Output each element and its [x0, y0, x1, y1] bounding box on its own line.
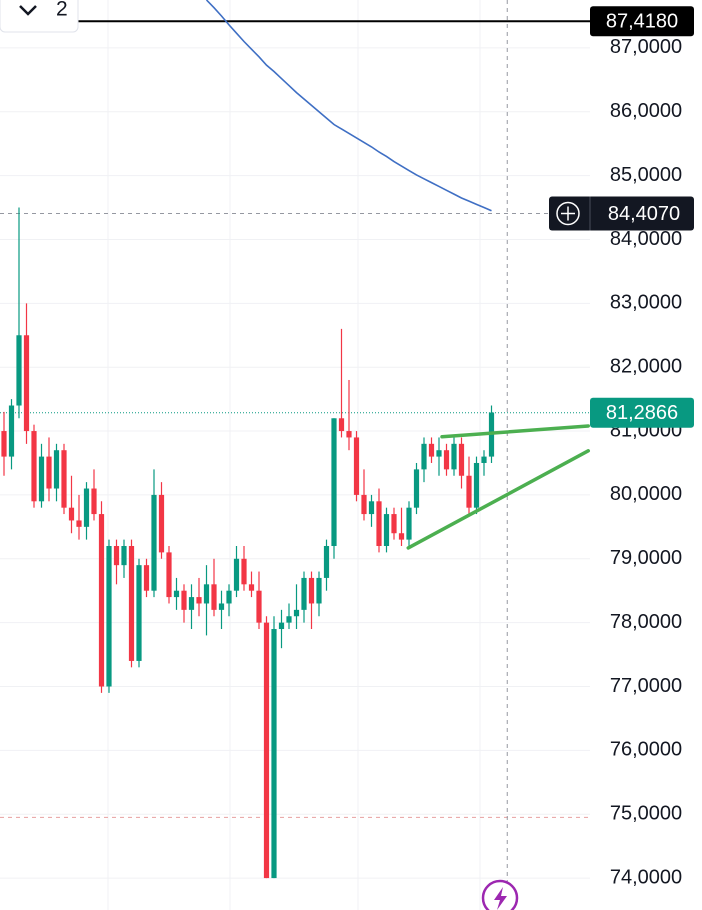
candle-body: [218, 603, 225, 610]
candle-body: [76, 520, 82, 527]
y-tick-label: 77,0000: [610, 675, 682, 697]
candle-body: [308, 577, 315, 604]
interval-button[interactable]: 2: [0, 0, 79, 33]
y-tick-label: 80,0000: [610, 483, 682, 505]
y-tick-label: 85,0000: [610, 164, 682, 186]
candle-body: [451, 443, 457, 470]
price-tag-label: 81,2866: [606, 402, 678, 424]
candle-body: [271, 629, 277, 879]
candle-body: [203, 584, 210, 604]
candle-body: [256, 590, 262, 623]
candle-body: [46, 456, 52, 489]
price-tag: [590, 6, 694, 37]
candle-body: [293, 609, 300, 617]
crosshair-tag-label: 84,4070: [608, 203, 680, 225]
candle-body: [211, 584, 217, 610]
candle-body: [8, 405, 15, 457]
candle-body: [383, 514, 390, 546]
candle-body: [173, 590, 180, 598]
y-tick-label: 78,0000: [610, 611, 682, 633]
candle-body: [278, 622, 285, 630]
moving-average-line: [205, 0, 492, 212]
candle-body: [398, 533, 405, 540]
candle-body: [61, 450, 67, 508]
candle-body: [301, 577, 307, 610]
y-tick-label: 86,0000: [610, 100, 682, 122]
y-tick-label: 84,0000: [610, 228, 682, 250]
candle-body: [376, 501, 382, 546]
candle-body: [391, 514, 397, 534]
candle-body: [481, 456, 487, 463]
candle-body: [443, 450, 450, 470]
candle-body: [331, 418, 337, 546]
plus-icon: [556, 201, 580, 226]
plus-sign: [561, 206, 575, 221]
candle-body: [466, 475, 472, 508]
y-tick-label: 76,0000: [610, 739, 682, 761]
candle-body: [23, 335, 30, 432]
y-tick-label: 75,0000: [610, 802, 682, 824]
candle-body: [421, 443, 427, 470]
candle-body: [428, 443, 435, 457]
candle-body: [413, 469, 420, 508]
candle-body: [473, 462, 480, 508]
candle-body: [16, 335, 22, 406]
candle-body: [38, 456, 45, 502]
price-tag: [590, 397, 694, 428]
bolt: [494, 887, 507, 910]
interval-label: 2: [56, 0, 68, 21]
candle-body: [188, 597, 195, 610]
candle-body: [143, 565, 150, 591]
candle-body: [121, 546, 127, 566]
candle-body: [323, 546, 330, 578]
candle-body: [406, 507, 412, 540]
candle-body: [286, 616, 292, 623]
chevron-icon: [19, 5, 37, 16]
trendline: [440, 424, 590, 439]
trendline: [406, 449, 590, 550]
candle-body: [31, 431, 37, 502]
candle-body: [346, 431, 352, 438]
lightning-icon[interactable]: [481, 879, 519, 910]
candle-body: [226, 590, 232, 604]
candle-body: [91, 488, 97, 515]
y-tick-label: 82,0000: [610, 355, 682, 377]
candle-body: [181, 590, 187, 610]
crosshair-tag: [549, 196, 694, 231]
candle-body: [98, 514, 105, 687]
candle-body: [158, 494, 165, 553]
y-tick-label: 79,0000: [610, 547, 682, 569]
candle-body: [106, 546, 112, 687]
candle-body: [233, 558, 240, 591]
candle-body: [241, 558, 247, 585]
candle-body: [166, 552, 172, 598]
candle-body: [368, 501, 375, 515]
candle-body: [53, 450, 60, 489]
candle-body: [263, 622, 270, 879]
candle-body: [128, 546, 135, 661]
y-tick-label: 83,0000: [610, 292, 682, 314]
candle-body: [136, 565, 142, 661]
y-tick-label: 74,0000: [610, 866, 682, 888]
candle-body: [196, 597, 202, 604]
candle-body: [83, 488, 90, 527]
candle-body: [361, 494, 367, 515]
candle-body: [113, 546, 120, 566]
candle-body: [458, 443, 465, 476]
candle-body: [338, 418, 345, 432]
candle-body: [151, 494, 157, 591]
price-tag-label: 87,4180: [606, 10, 678, 32]
candle-body: [436, 450, 442, 457]
candle-body: [316, 577, 322, 604]
candle-body: [353, 437, 360, 495]
candle-body: [1, 431, 7, 457]
candle-body: [68, 507, 75, 521]
y-tick-label: 87,0000: [610, 36, 682, 58]
candle-body: [248, 584, 255, 591]
button-box[interactable]: [0, 0, 79, 33]
